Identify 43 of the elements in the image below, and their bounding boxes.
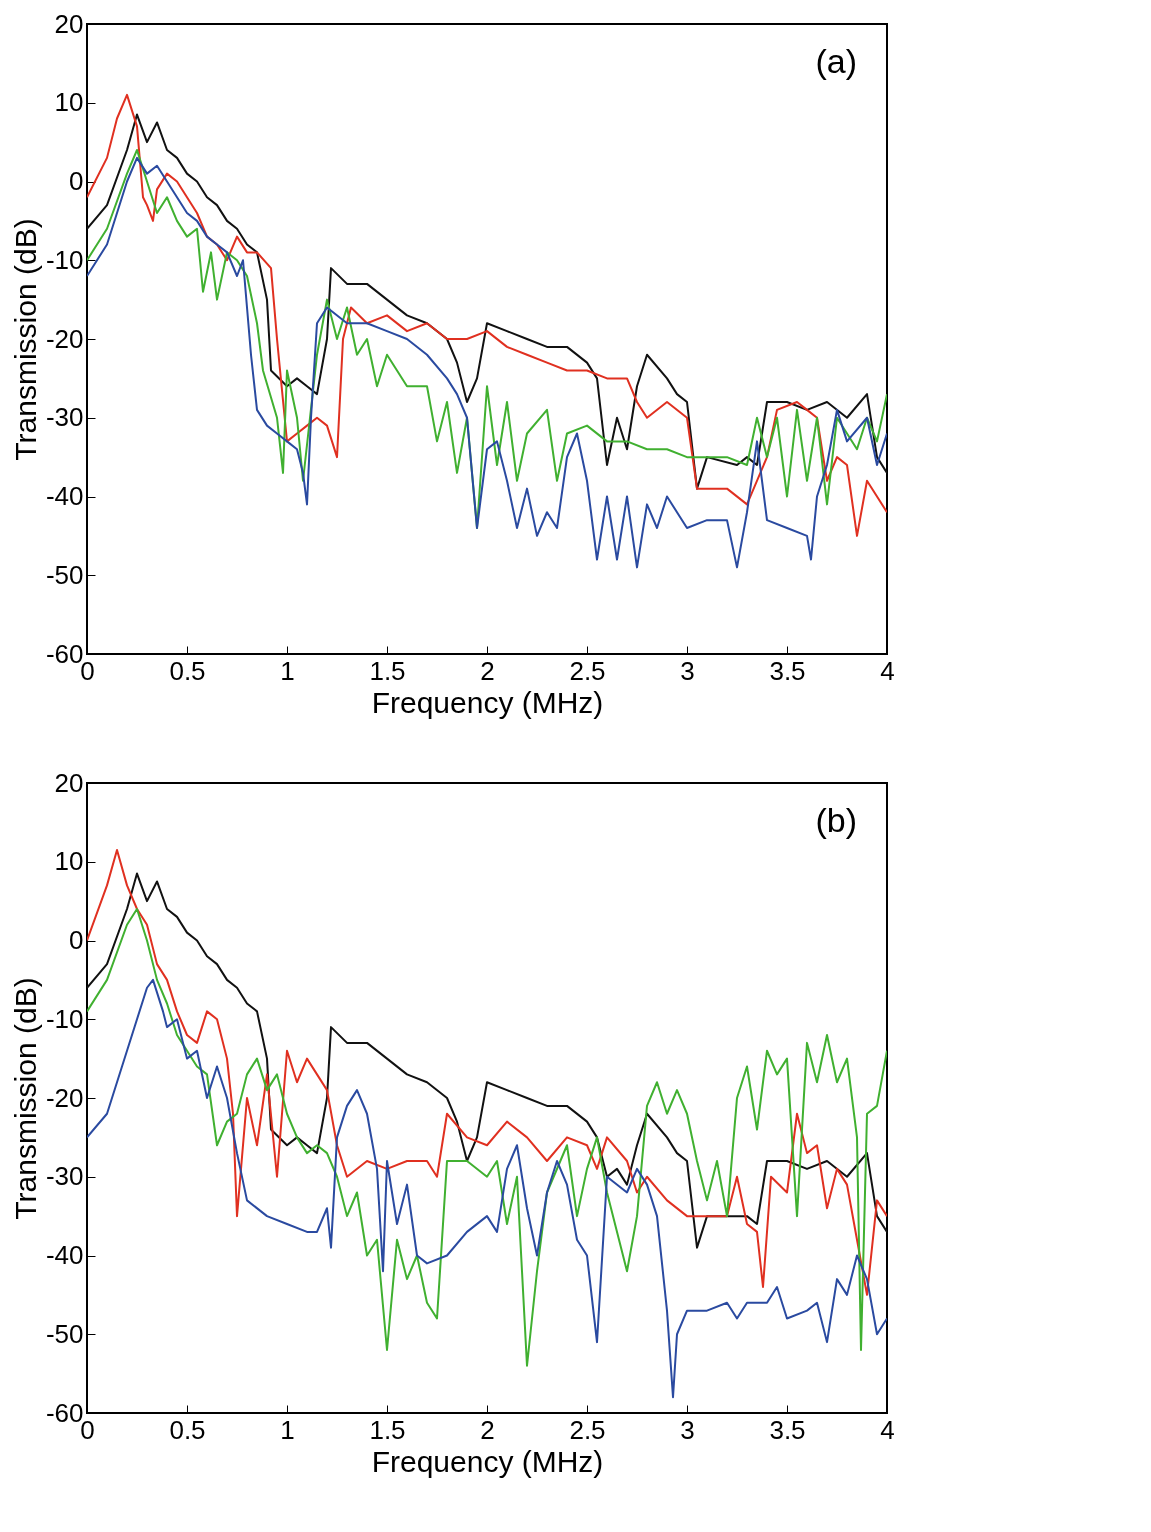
line-series: [87, 872, 887, 1249]
x-tick-label: 4: [880, 655, 895, 686]
x-tick-label: 1: [280, 1414, 295, 1445]
x-tick-label: 3: [680, 655, 695, 686]
y-tick-label: 20: [54, 767, 84, 798]
line-series: [87, 908, 887, 1367]
annotation: (a): [815, 42, 857, 80]
x-tick-label: 3.5: [769, 655, 806, 686]
y-tick-label: -10: [45, 1003, 84, 1034]
y-tick-label: 10: [54, 87, 84, 118]
y-tick-label: -50: [45, 559, 84, 590]
y-tick-label: -40: [45, 1240, 84, 1270]
x-axis-title: Frequency (MHz): [371, 685, 604, 719]
x-tick-label: 1.5: [369, 1414, 406, 1445]
y-tick-label: -30: [45, 1161, 84, 1192]
x-tick-label: 1.5: [369, 655, 406, 686]
line-series: [87, 978, 887, 1399]
x-tick-label: 0.5: [169, 655, 206, 686]
x-tick-label: 3: [680, 1414, 695, 1445]
x-tick-label: 2: [480, 655, 495, 686]
x-tick-label: 0.5: [169, 1414, 206, 1445]
y-tick-label: -20: [45, 323, 84, 354]
y-tick-label: -30: [45, 402, 84, 433]
y-tick-label: 0: [69, 925, 84, 955]
y-tick-label: 20: [54, 8, 84, 39]
x-tick-label: 2.5: [569, 655, 606, 686]
line-series: [87, 113, 887, 490]
x-tick-label: 1: [280, 655, 295, 686]
y-tick-label: 10: [54, 846, 84, 877]
y-tick-label: -20: [45, 1082, 84, 1113]
y-axis-title: Transmission (dB): [8, 977, 42, 1220]
y-axis-title: Transmission (dB): [8, 218, 42, 461]
y-tick-label: -10: [45, 244, 84, 275]
x-axis-title: Frequency (MHz): [371, 1444, 604, 1478]
line-series: [87, 848, 887, 1296]
x-tick-label: 4: [880, 1414, 895, 1445]
x-tick-label: 3.5: [769, 1414, 806, 1445]
y-tick-label: -40: [45, 481, 84, 511]
y-tick-label: 0: [69, 166, 84, 196]
annotation: (b): [815, 801, 857, 839]
x-tick-label: 2: [480, 1414, 495, 1445]
x-tick-label: 2.5: [569, 1414, 606, 1445]
y-tick-label: -50: [45, 1318, 84, 1349]
